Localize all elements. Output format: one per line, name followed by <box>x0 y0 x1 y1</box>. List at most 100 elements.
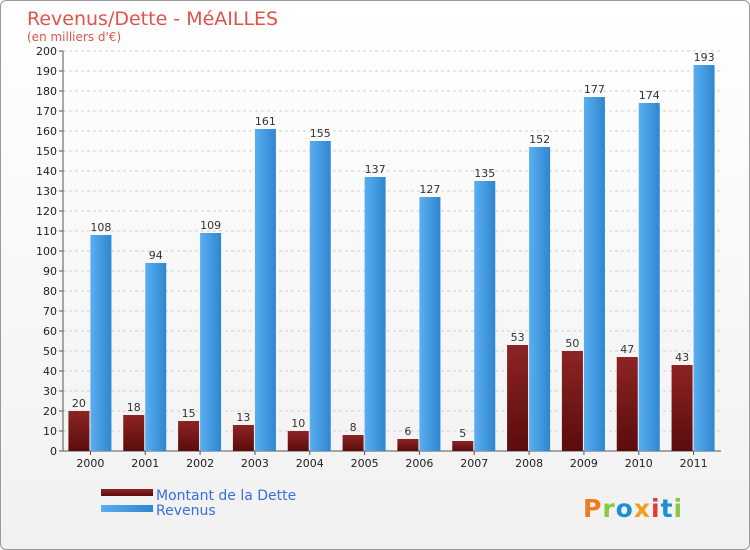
bar-dette <box>232 425 254 451</box>
bar-dette <box>616 357 638 451</box>
y-tick-label: 100 <box>36 245 57 258</box>
y-tick-label: 90 <box>43 265 57 278</box>
legend-label-revenus: Revenus <box>156 503 216 519</box>
x-tick-label: 2010 <box>625 457 653 470</box>
data-label: 8 <box>350 421 357 434</box>
proxiti-logo-letter: t <box>661 494 674 523</box>
proxiti-logo-letter: o <box>616 494 634 523</box>
bar-revenus <box>200 233 222 451</box>
data-label: 10 <box>291 417 305 430</box>
x-tick-label: 2005 <box>351 457 379 470</box>
y-tick-label: 180 <box>36 85 57 98</box>
x-tick-label: 2008 <box>515 457 543 470</box>
data-label: 43 <box>675 351 689 364</box>
data-label: 109 <box>200 219 221 232</box>
data-label: 108 <box>90 221 111 234</box>
legend-swatch-revenus <box>101 505 153 512</box>
y-tick-label: 30 <box>43 385 57 398</box>
legend: Montant de la Dette Revenus <box>101 488 296 519</box>
data-label: 5 <box>459 427 466 440</box>
bar-dette <box>342 435 364 451</box>
x-axis-ticks: 2000 2001 2002 2003 2004 2005 2006 2007 2008 2009… <box>76 451 708 470</box>
bars: 20 108 18 94 15 109 13 161 10 155 8 137 6 127 5 135 53 15… <box>68 51 715 451</box>
bar-revenus <box>309 141 331 451</box>
bar-dette <box>178 421 200 451</box>
bar-dette <box>452 441 474 451</box>
x-tick-label: 2006 <box>405 457 433 470</box>
data-label: 6 <box>404 425 411 438</box>
bar-dette <box>123 415 145 451</box>
data-label: 135 <box>474 167 495 180</box>
y-tick-label: 120 <box>36 205 57 218</box>
x-tick-label: 2009 <box>570 457 598 470</box>
proxiti-logo-letter: P <box>583 494 602 523</box>
y-tick-label: 60 <box>43 325 57 338</box>
y-tick-label: 10 <box>43 425 57 438</box>
bar-revenus <box>529 147 551 451</box>
x-tick-label: 2003 <box>241 457 269 470</box>
bar-revenus <box>474 181 496 451</box>
bar-dette <box>397 439 419 451</box>
data-label: 177 <box>584 83 605 96</box>
data-label: 53 <box>511 331 525 344</box>
data-label: 137 <box>365 163 386 176</box>
y-tick-label: 130 <box>36 185 57 198</box>
data-label: 127 <box>419 183 440 196</box>
data-label: 155 <box>310 127 331 140</box>
y-tick-label: 190 <box>36 65 57 78</box>
proxiti-logo-letter: x <box>634 494 651 523</box>
data-label: 152 <box>529 133 550 146</box>
bar-revenus <box>638 103 660 451</box>
y-tick-label: 0 <box>50 445 57 458</box>
x-tick-label: 2004 <box>296 457 324 470</box>
y-tick-label: 160 <box>36 125 57 138</box>
x-tick-label: 2000 <box>76 457 104 470</box>
data-label: 47 <box>620 343 634 356</box>
bar-revenus <box>693 65 715 451</box>
data-label: 94 <box>149 249 163 262</box>
y-tick-label: 170 <box>36 105 57 118</box>
bar-dette <box>287 431 309 451</box>
x-tick-label: 2007 <box>460 457 488 470</box>
proxiti-logo-letter: i <box>651 494 661 523</box>
data-label: 193 <box>694 51 715 64</box>
y-tick-label: 50 <box>43 345 57 358</box>
data-label: 20 <box>72 397 86 410</box>
bar-revenus <box>254 129 276 451</box>
proxiti-logo: Proxiti <box>583 494 683 523</box>
data-label: 161 <box>255 115 276 128</box>
proxiti-logo-letter: i <box>674 494 684 523</box>
chart-subtitle: (en milliers d'€) <box>27 30 121 44</box>
grid-lines <box>63 50 721 452</box>
data-label: 15 <box>182 407 196 420</box>
legend-label-dette: Montant de la Dette <box>156 488 296 504</box>
data-label: 13 <box>236 411 250 424</box>
bar-revenus <box>583 97 605 451</box>
bar-revenus <box>145 263 167 451</box>
bar-dette <box>68 411 90 451</box>
x-tick-label: 2011 <box>680 457 708 470</box>
legend-swatch-dette <box>101 489 153 496</box>
y-tick-label: 110 <box>36 225 57 238</box>
bar-dette <box>561 351 583 451</box>
x-tick-label: 2001 <box>131 457 159 470</box>
proxiti-logo-text: Proxiti <box>583 494 683 523</box>
y-axis-ticks: 0 10 20 30 40 50 60 70 80 90 100 110 120 130 140 150 160… <box>36 45 721 458</box>
proxiti-logo-letter: r <box>602 494 615 523</box>
y-tick-label: 40 <box>43 365 57 378</box>
x-tick-label: 2002 <box>186 457 214 470</box>
y-tick-label: 80 <box>43 285 57 298</box>
bar-dette <box>671 365 693 451</box>
data-label: 50 <box>565 337 579 350</box>
bar-revenus <box>419 197 441 451</box>
data-label: 174 <box>639 89 660 102</box>
y-tick-label: 200 <box>36 45 57 58</box>
y-tick-label: 70 <box>43 305 57 318</box>
bar-revenus <box>90 235 112 451</box>
y-tick-label: 150 <box>36 145 57 158</box>
y-tick-label: 140 <box>36 165 57 178</box>
chart-title: Revenus/Dette - MéAILLES <box>27 8 278 30</box>
bar-dette <box>507 345 529 451</box>
